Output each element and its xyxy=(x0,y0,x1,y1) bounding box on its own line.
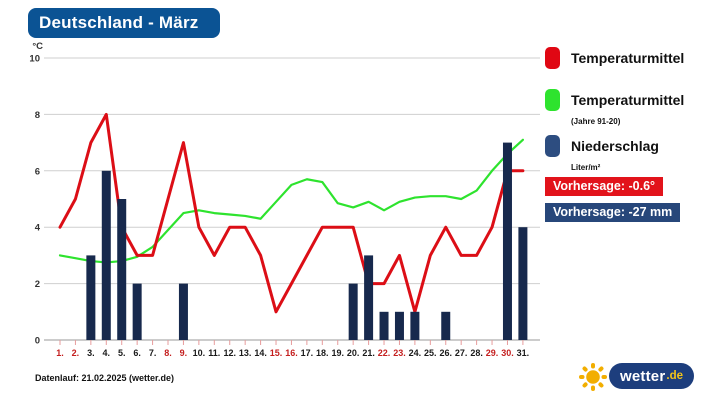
x-day-label: 28. xyxy=(470,348,483,358)
x-day-label: 26. xyxy=(439,348,452,358)
forecast-precipitation-badge: Vorhersage: -27 mm xyxy=(545,203,681,222)
wetter-de-logo: wetter .de xyxy=(575,358,695,394)
x-day-label: 2. xyxy=(72,348,80,358)
y-tick-label: 4 xyxy=(35,223,41,234)
x-day-label: 3. xyxy=(87,348,95,358)
precipitation-bar xyxy=(379,311,389,340)
precipitation-bar xyxy=(502,142,512,340)
sun-icon xyxy=(579,363,607,391)
precipitation-bar xyxy=(364,255,374,340)
legend-item-precipitation: Niederschlag Liter/m² xyxy=(545,135,684,175)
x-day-label: 30. xyxy=(501,348,514,358)
x-day-label: 7. xyxy=(149,348,157,358)
x-day-label: 15. xyxy=(270,348,283,358)
precipitation-bar xyxy=(441,311,451,340)
precipitation-bar xyxy=(518,227,528,340)
legend-label: Niederschlag xyxy=(571,138,659,154)
x-day-label: 18. xyxy=(316,348,329,358)
chart-legend: Temperaturmittel Temperaturmittel (Jahre… xyxy=(545,47,684,175)
x-day-label: 9. xyxy=(180,348,188,358)
precipitation-bar xyxy=(348,283,358,340)
x-day-label: 14. xyxy=(254,348,267,358)
x-day-label: 27. xyxy=(455,348,468,358)
y-tick-label: 10 xyxy=(29,54,40,65)
precipitation-bar xyxy=(178,283,188,340)
legend-sublabel: Liter/m² xyxy=(571,163,601,172)
chart-title-pill: Deutschland - März xyxy=(28,8,221,38)
legend-label: Temperaturmittel xyxy=(571,50,685,66)
legend-swatch-green xyxy=(545,89,560,111)
x-day-label: 16. xyxy=(285,348,298,358)
x-day-label: 13. xyxy=(239,348,252,358)
x-day-label: 21. xyxy=(362,348,375,358)
y-tick-label: 2 xyxy=(35,279,40,290)
chart-title: Deutschland - März xyxy=(39,13,199,32)
x-day-label: 20. xyxy=(347,348,360,358)
data-run-label: Datenlauf: 21.02.2025 (wetter.de) xyxy=(35,373,175,383)
legend-sublabel: (Jahre 91-20) xyxy=(571,117,621,126)
x-day-label: 6. xyxy=(133,348,141,358)
x-day-label: 4. xyxy=(103,348,111,358)
x-day-label: 31. xyxy=(517,348,530,358)
x-day-label: 24. xyxy=(409,348,422,358)
y-tick-label: 6 xyxy=(35,166,40,177)
x-day-label: 12. xyxy=(223,348,236,358)
x-day-label: 1. xyxy=(56,348,64,358)
x-day-label: 10. xyxy=(193,348,206,358)
wetter-logo-pill: wetter .de xyxy=(609,363,695,389)
legend-item-forecast-temp: Temperaturmittel xyxy=(545,47,684,69)
precipitation-bar xyxy=(86,255,96,340)
legend-swatch-red xyxy=(545,47,560,69)
precipitation-bar xyxy=(117,199,127,340)
x-day-label: 11. xyxy=(208,348,220,358)
forecast-temperature-badge: Vorhersage: -0.6° xyxy=(545,177,664,196)
precipitation-bar xyxy=(101,170,111,340)
y-axis-unit-label: °C xyxy=(32,41,43,52)
x-day-label: 19. xyxy=(331,348,344,358)
legend-label: Temperaturmittel xyxy=(571,92,685,108)
x-day-label: 23. xyxy=(393,348,406,358)
y-tick-label: 8 xyxy=(35,110,40,121)
precipitation-bar xyxy=(410,311,420,340)
x-day-label: 29. xyxy=(486,348,499,358)
x-day-label: 8. xyxy=(164,348,172,358)
y-tick-label: 0 xyxy=(35,336,40,347)
x-day-label: 25. xyxy=(424,348,437,358)
x-day-label: 17. xyxy=(301,348,314,358)
forecast-temperature-line xyxy=(58,112,525,314)
x-day-label: 5. xyxy=(118,348,126,358)
legend-swatch-navy xyxy=(545,135,560,157)
legend-item-climate-temp: Temperaturmittel (Jahre 91-20) xyxy=(545,89,684,129)
logo-tld: .de xyxy=(666,370,684,382)
precipitation-bar xyxy=(132,283,142,340)
logo-name: wetter xyxy=(620,367,666,385)
x-day-label: 22. xyxy=(378,348,391,358)
precipitation-bar xyxy=(394,311,404,340)
